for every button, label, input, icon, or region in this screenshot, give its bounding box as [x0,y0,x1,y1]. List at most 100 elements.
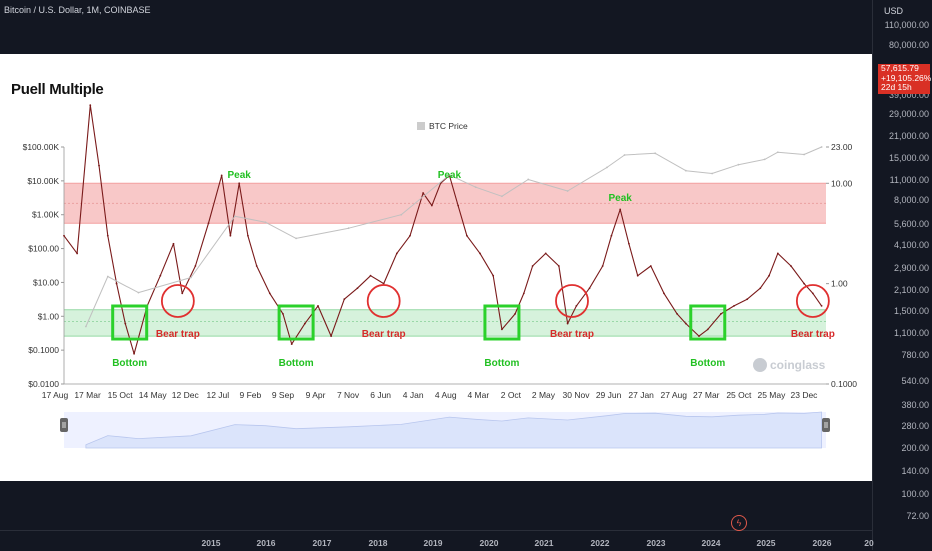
zone-band [64,309,826,337]
puell-point [172,242,175,245]
puell-point [220,174,223,177]
currency-label[interactable]: USD [884,6,904,16]
price-change: +19,105.26% [881,72,932,83]
puell-point [531,265,534,267]
puell-point [330,335,333,338]
right-tick-label: 1.00 [831,279,848,289]
bear-trap-circle [366,284,401,318]
puell-point [610,234,613,237]
btc-price-line [85,146,822,327]
embedded-chart-image: Puell Multiple $100.00K $10.00K $1.00K $100… [0,54,872,481]
price-tick: 780.00 [901,350,929,360]
time-axis[interactable]: 2015 2016 2017 2018 2019 2020 2021 2022 2023 2024… [0,530,874,551]
puell-point [636,274,639,277]
last-price: 57,615.79 [881,63,919,73]
year-label: 2020 [479,538,499,548]
year-label: 2021 [534,538,554,548]
bear-trap-label: Bear trap [362,329,406,340]
year-label: 20 [864,538,874,548]
x-tick-label: 2 May [532,390,556,400]
left-tick-label: $10.00 [33,277,59,287]
btc-price-point [106,275,109,278]
btc-price-point [295,237,298,240]
puell-point [430,204,433,207]
price-tick: 8,000.00 [893,195,929,205]
puell-multiple-chart: $100.00K $10.00K $1.00K $100.00 $10.00 $1.00 $… [23,104,857,449]
year-label: 2022 [590,538,610,548]
x-tick-label: 7 Nov [337,390,360,400]
navigator-left-handle[interactable] [60,418,68,432]
puell-point [768,274,770,277]
btc-price-point [606,166,608,169]
puell-point [247,234,249,237]
btc-price-point [763,158,766,161]
puell-point [676,312,679,315]
btc-price-point [448,173,451,176]
bear-trap-label: Bear trap [791,329,835,340]
puell-point [557,265,560,267]
symbol-title[interactable]: Bitcoin / U.S. Dollar, 1M, COINBASE [4,5,151,15]
price-tick: 1,500.00 [893,306,929,316]
right-tick-label: 0.1000 [831,379,857,389]
bottom-box [689,304,727,341]
puell-point [238,182,241,185]
bottom-box [277,304,315,341]
x-tick-label: 25 May [757,390,786,400]
btc-price-point [820,146,823,148]
puell-point [382,282,385,285]
puell-point [566,322,569,325]
x-tick-label: 25 Oct [726,390,752,400]
bear-trap-label: Bear trap [156,329,200,340]
puell-point [803,282,806,285]
puell-point [133,352,135,355]
price-tick: 2,900.00 [893,263,929,273]
left-tick-label: $100.00 [28,244,59,254]
x-tick-label: 17 Mar [74,390,101,400]
x-tick-label: 4 Jan [403,390,424,400]
btc-price-point [684,169,687,172]
puell-point [746,298,749,301]
btc-price-point [190,276,192,279]
year-label: 2018 [368,538,388,548]
puell-point [544,252,547,255]
left-tick-label: $10.00K [27,176,59,186]
puell-point [790,265,792,267]
price-tick: 540.00 [901,376,929,386]
lightning-icon[interactable]: ϟ [731,515,747,531]
puell-point [181,292,184,295]
x-tick-label: 29 Jun [596,390,622,400]
puell-point [369,274,372,277]
watermark: coinglass [770,358,826,372]
btc-price-point [776,151,779,154]
btc-price-point [264,221,267,224]
price-tick: 380.00 [901,400,929,410]
year-label: 2023 [646,538,666,548]
puell-point [343,298,346,301]
btc-price-point [623,154,626,156]
puell-point [76,252,79,255]
puell-point [356,287,359,290]
price-tick: 72.00 [906,511,929,521]
x-tick-label: 2 Oct [501,390,522,400]
navigator-right-handle[interactable] [822,418,830,432]
peak-label: Peak [608,193,632,204]
price-tick: 80,000.00 [888,40,929,50]
price-tick: 29,000.00 [888,109,929,119]
puell-point [229,234,232,237]
puell-point [820,305,823,307]
navigator-area [85,411,822,449]
btc-price-point [233,215,236,218]
x-tick-label: 15 Oct [108,390,134,400]
price-tick: 5,600.00 [893,219,929,229]
puell-point [514,312,516,315]
puell-point [409,234,411,237]
price-tick: 15,000.00 [888,153,929,163]
bottom-label: Bottom [484,358,519,369]
puell-point [290,343,293,345]
legend-label[interactable]: BTC Price [429,121,468,131]
puell-point [207,222,210,225]
coinglass-logo-icon [753,358,767,372]
btc-price-point [566,190,569,192]
x-tick-label: 12 Jul [206,390,229,400]
x-tick-label: 12 Dec [172,390,200,400]
